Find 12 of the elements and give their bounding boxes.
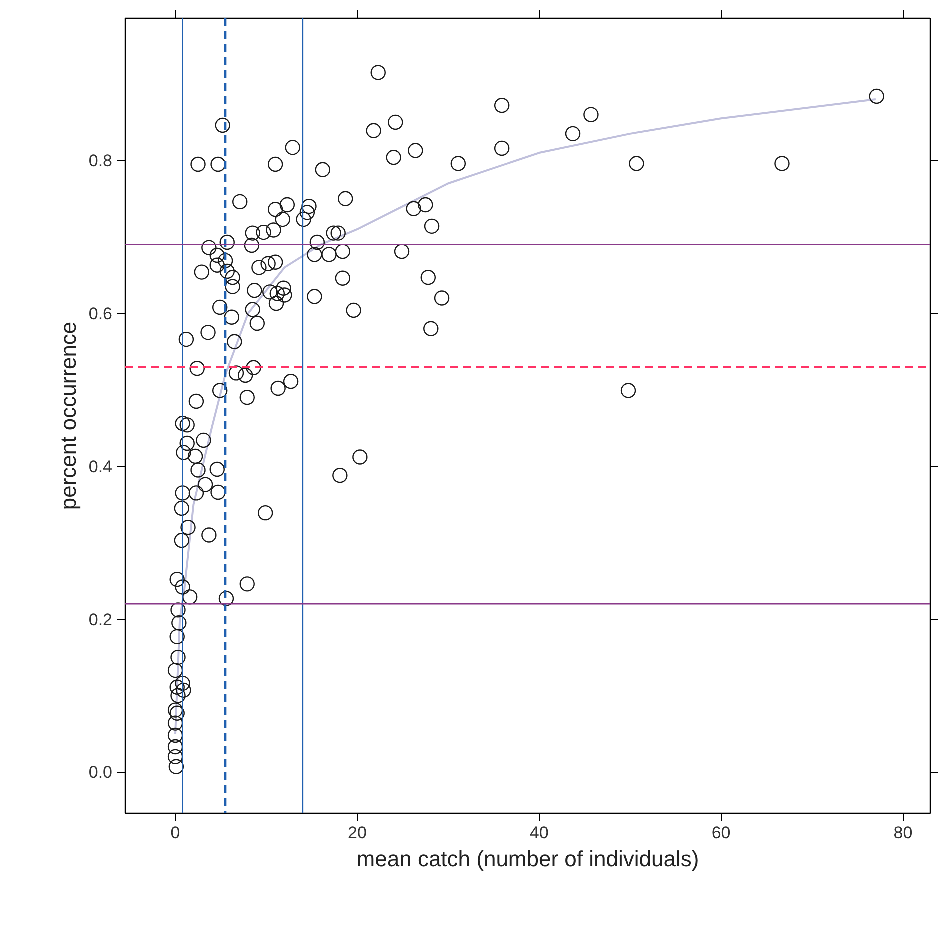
y-tick-label: 0.2 bbox=[88, 610, 113, 630]
x-axis-title: mean catch (number of individuals) bbox=[356, 846, 700, 872]
x-tick-label: 0 bbox=[170, 824, 180, 842]
x-tick-label: 40 bbox=[530, 824, 549, 842]
y-tick-label: 0.4 bbox=[88, 457, 113, 476]
y-tick-label: 0.0 bbox=[88, 763, 113, 782]
y-axis-title: percent occurrence bbox=[56, 322, 81, 510]
x-tick-label: 60 bbox=[712, 824, 731, 842]
y-tick-label: 0.6 bbox=[88, 304, 113, 324]
x-tick-label: 80 bbox=[894, 824, 913, 842]
y-tick-label: 0.8 bbox=[88, 152, 113, 171]
x-tick-label: 20 bbox=[348, 824, 367, 842]
